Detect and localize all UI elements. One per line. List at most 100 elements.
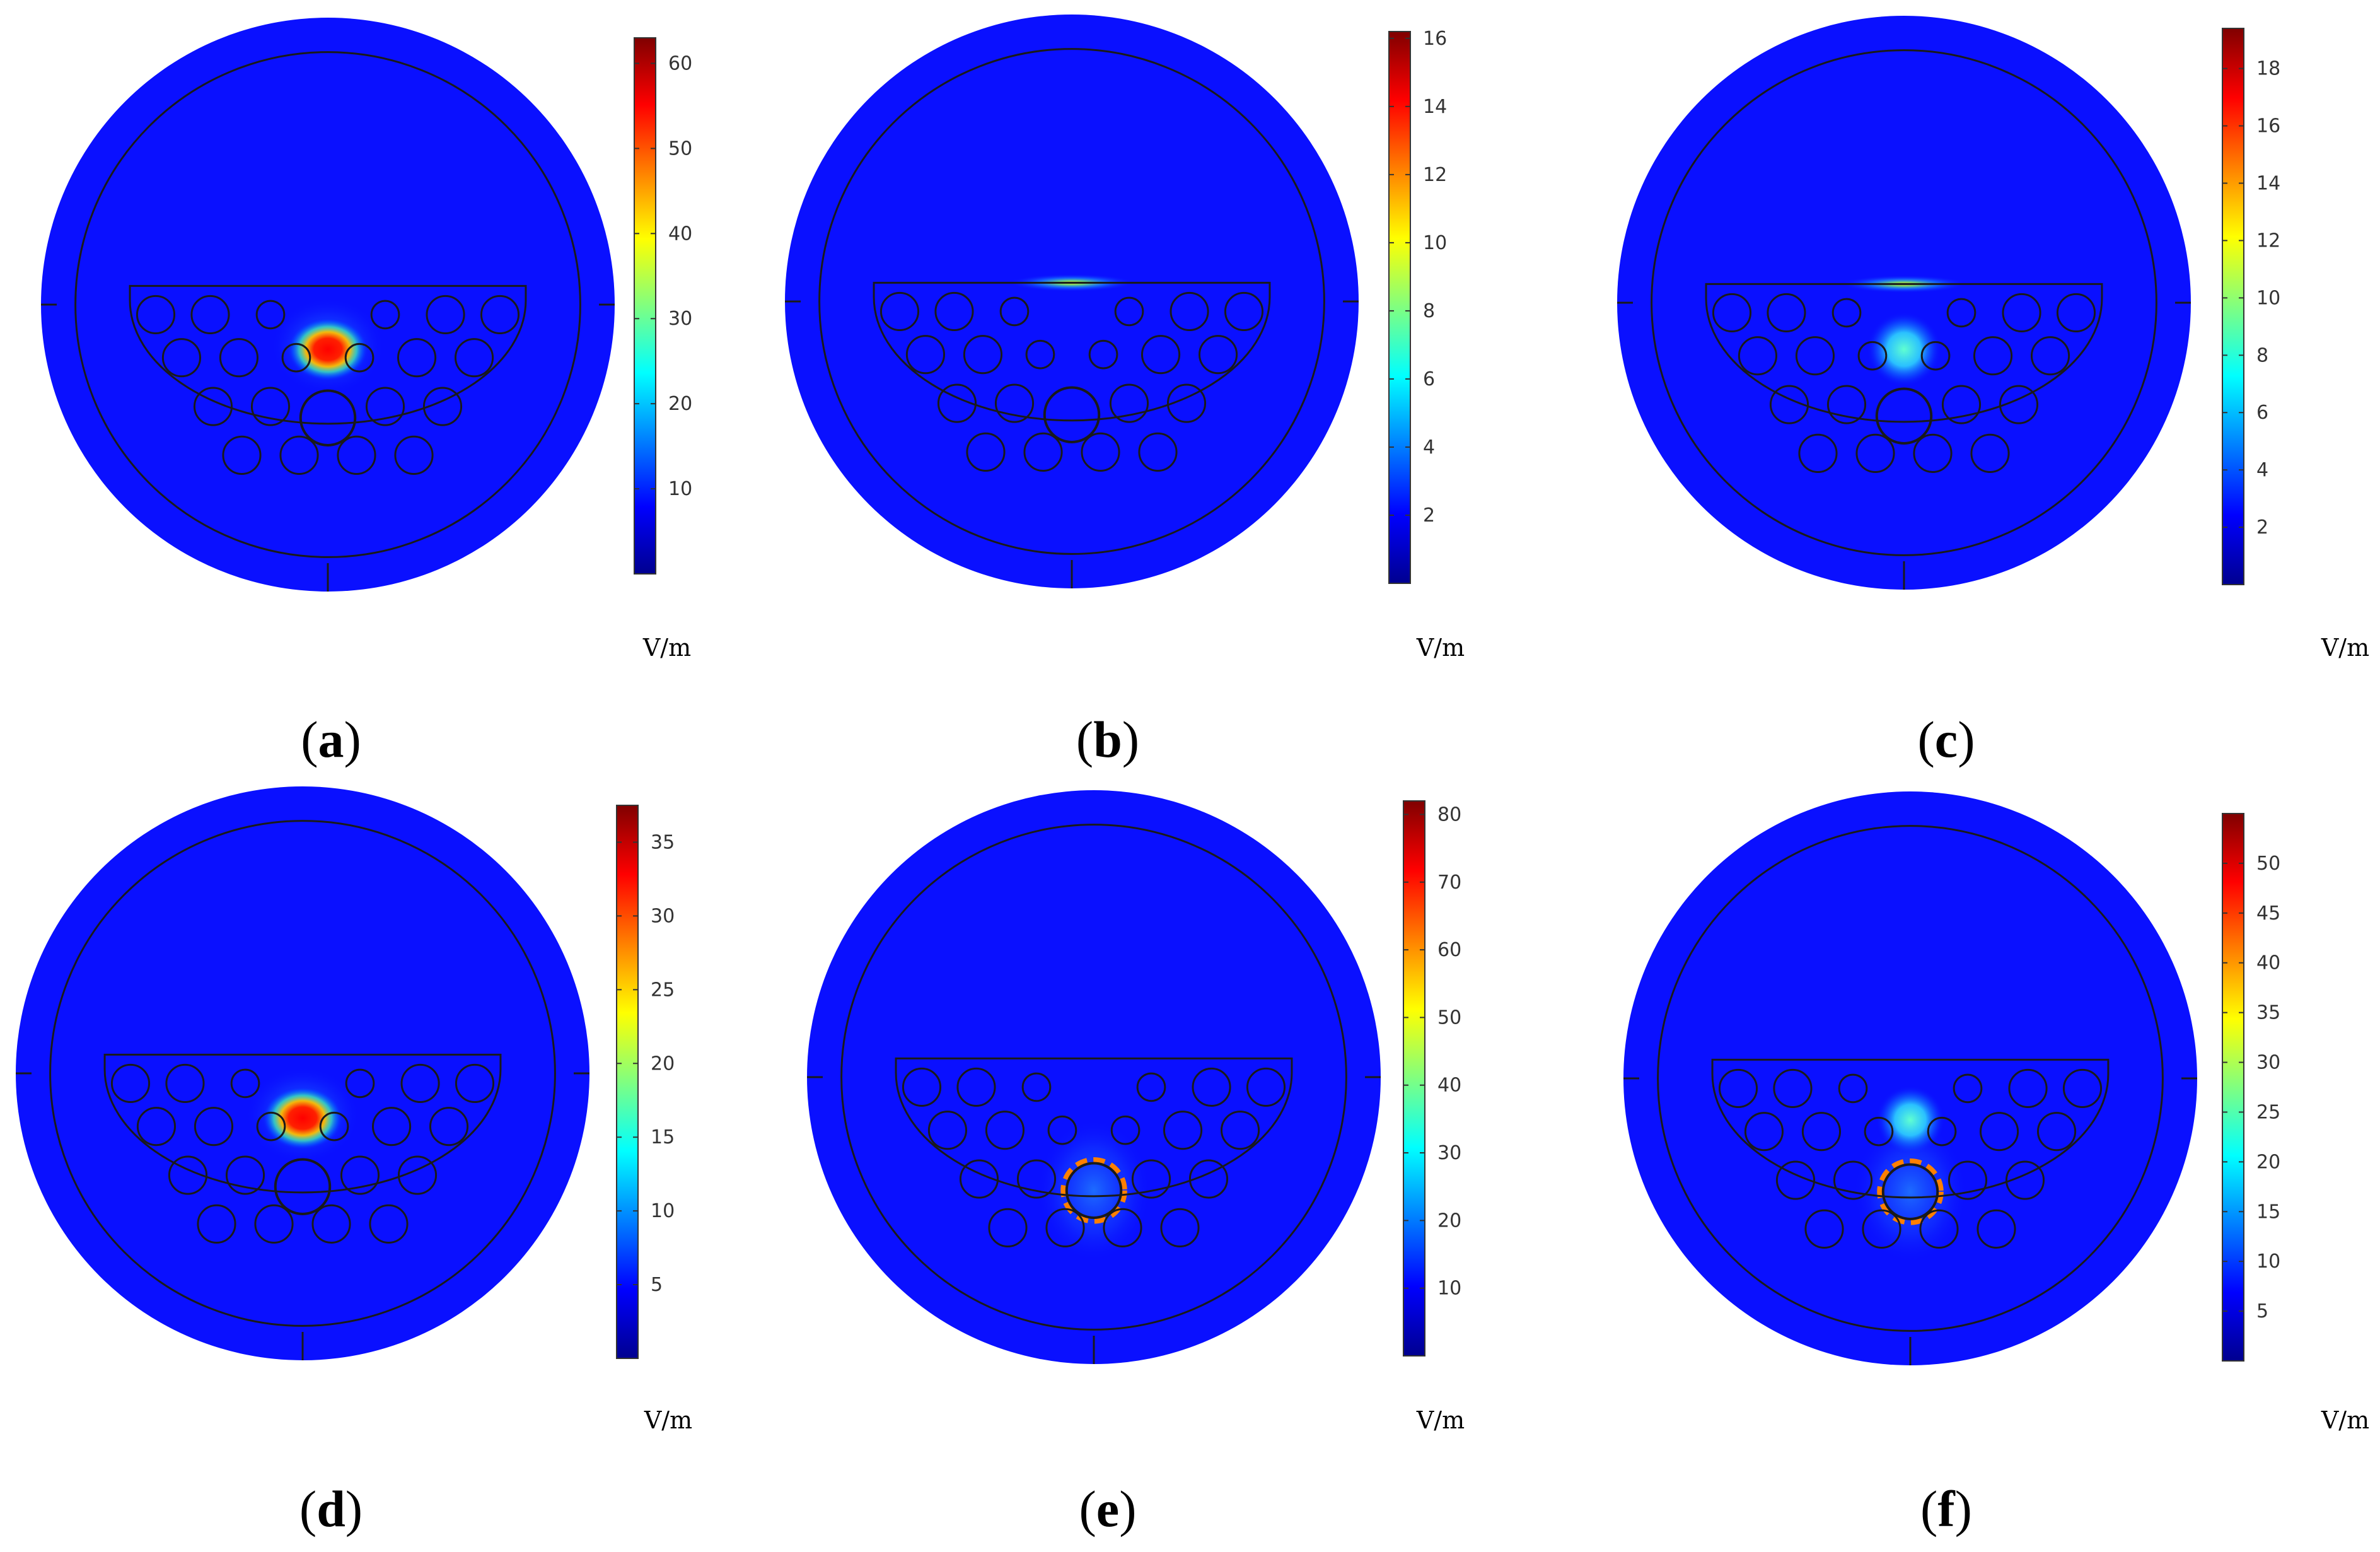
air-hole	[400, 1063, 440, 1104]
air-hole	[1973, 336, 2013, 376]
cladding-ring	[49, 820, 556, 1327]
air-hole	[956, 1067, 996, 1107]
air-hole	[1831, 298, 1862, 328]
colorbar-tick-label: 10	[651, 1200, 675, 1222]
air-hole	[2008, 1068, 2048, 1109]
air-hole	[963, 335, 1003, 375]
colorbar-tick-label: 16	[2256, 115, 2280, 137]
air-hole	[429, 1107, 469, 1146]
air-hole	[1919, 1209, 1959, 1249]
colorbar-tick-label: 50	[1437, 1006, 1461, 1029]
air-hole	[136, 295, 176, 334]
center-hole	[1043, 386, 1101, 443]
unit-label: V/m	[1416, 634, 1465, 662]
air-hole	[1016, 1159, 1057, 1199]
air-hole	[1927, 1116, 1957, 1146]
air-hole	[279, 435, 319, 475]
air-hole	[311, 1204, 351, 1244]
colorbar-tick-label: 50	[2256, 853, 2280, 875]
colorbar-tick-label: 2	[1423, 505, 1435, 527]
colorbar	[634, 37, 656, 575]
air-hole	[397, 1155, 438, 1195]
colorbar-tick-label: 20	[668, 393, 692, 415]
air-hole	[1855, 433, 1895, 473]
colorbar-tick-label: 10	[1437, 1278, 1461, 1300]
panel-label: (b)	[1076, 711, 1139, 768]
field-core-glow	[1876, 1085, 1945, 1155]
colorbar-tick-label: 40	[668, 223, 692, 245]
air-hole	[1136, 1072, 1166, 1102]
air-hole	[934, 291, 974, 331]
air-hole	[161, 338, 202, 378]
field-halo	[1853, 1119, 1968, 1264]
air-hole	[369, 1204, 409, 1244]
colorbar-tick-label: 25	[651, 979, 675, 1001]
colorbar-tick-label: 40	[1437, 1075, 1461, 1097]
colorbar-tick-label: 14	[1423, 96, 1447, 118]
air-hole	[1160, 1208, 1200, 1247]
colorbar-tick-label: 2	[2256, 516, 2268, 539]
center-hole	[274, 1158, 332, 1215]
colorbar-tick-label: 4	[1423, 436, 1435, 458]
panel-label: (f)	[1920, 1480, 1972, 1537]
colorbar-tick-label: 10	[2256, 287, 2280, 309]
panel-c: 2 4 6 8 10 12 14 16 18 V/m (c)	[1617, 16, 2369, 768]
panel-b: 2 4 6 8 10 12 14 16 V/m (b)	[785, 15, 1465, 768]
panel-e: 10 20 30 40 50 60 70 80 V/m (e)	[807, 790, 1465, 1537]
colorbar-tick-label: 10	[2256, 1251, 2280, 1273]
air-hole	[2030, 336, 2070, 376]
air-hole	[1021, 1072, 1052, 1102]
air-hole	[1769, 385, 1809, 424]
air-hole	[999, 296, 1030, 327]
air-hole	[1088, 339, 1118, 370]
colorbar-tick-label: 15	[2256, 1201, 2280, 1223]
air-hole	[1948, 1160, 1988, 1200]
air-hole	[994, 383, 1035, 423]
colorbar-tick-label: 15	[651, 1126, 675, 1148]
air-hole	[988, 1208, 1028, 1247]
air-hole	[194, 1107, 234, 1146]
air-hole	[110, 1063, 151, 1104]
air-hole	[1826, 385, 1867, 424]
air-hole	[319, 1111, 349, 1141]
unit-label: V/m	[644, 1406, 692, 1434]
air-hole	[959, 1159, 999, 1199]
air-hole	[422, 387, 463, 426]
colorbar-tick-label: 50	[668, 137, 692, 160]
air-hole	[1920, 341, 1951, 371]
field-core-glow	[1866, 312, 1942, 387]
air-hole	[1864, 1116, 1894, 1146]
colorbar-tick-label: 45	[2256, 902, 2280, 925]
air-hole	[1131, 1159, 1171, 1199]
air-hole	[397, 338, 437, 378]
colorbar-tick-label: 12	[2256, 230, 2280, 252]
air-hole	[1744, 1112, 1784, 1152]
air-hole	[190, 295, 230, 334]
field-ring	[1060, 1157, 1127, 1224]
cladding-ring	[840, 824, 1347, 1331]
air-hole	[219, 338, 259, 378]
unit-label: V/m	[2321, 634, 2369, 662]
colorbar-tick-label: 12	[1423, 164, 1447, 186]
field-halo	[1036, 1118, 1151, 1263]
air-hole	[1857, 341, 1888, 371]
air-hole	[1188, 1159, 1229, 1199]
colorbar-tick-label: 30	[1437, 1142, 1461, 1164]
air-hole	[2005, 1160, 2045, 1200]
air-hole	[879, 291, 920, 331]
panel-a: 10 20 30 40 50 60 V/m (a)	[41, 18, 692, 768]
colorbar-tick-label: 8	[2256, 344, 2268, 366]
colorbar-tick-label: 30	[2256, 1052, 2280, 1074]
air-hole	[1767, 293, 1806, 332]
air-hole	[1246, 1067, 1286, 1107]
air-hole	[1163, 1111, 1203, 1150]
unit-label: V/m	[2321, 1406, 2369, 1434]
air-hole	[1114, 296, 1144, 327]
colorbar-tick-label: 14	[2256, 173, 2280, 195]
field-ring	[1877, 1158, 1944, 1225]
air-hole	[1804, 1209, 1844, 1249]
air-hole	[1110, 1115, 1141, 1145]
colorbar-tick-label: 30	[668, 308, 692, 330]
air-hole	[337, 435, 376, 475]
